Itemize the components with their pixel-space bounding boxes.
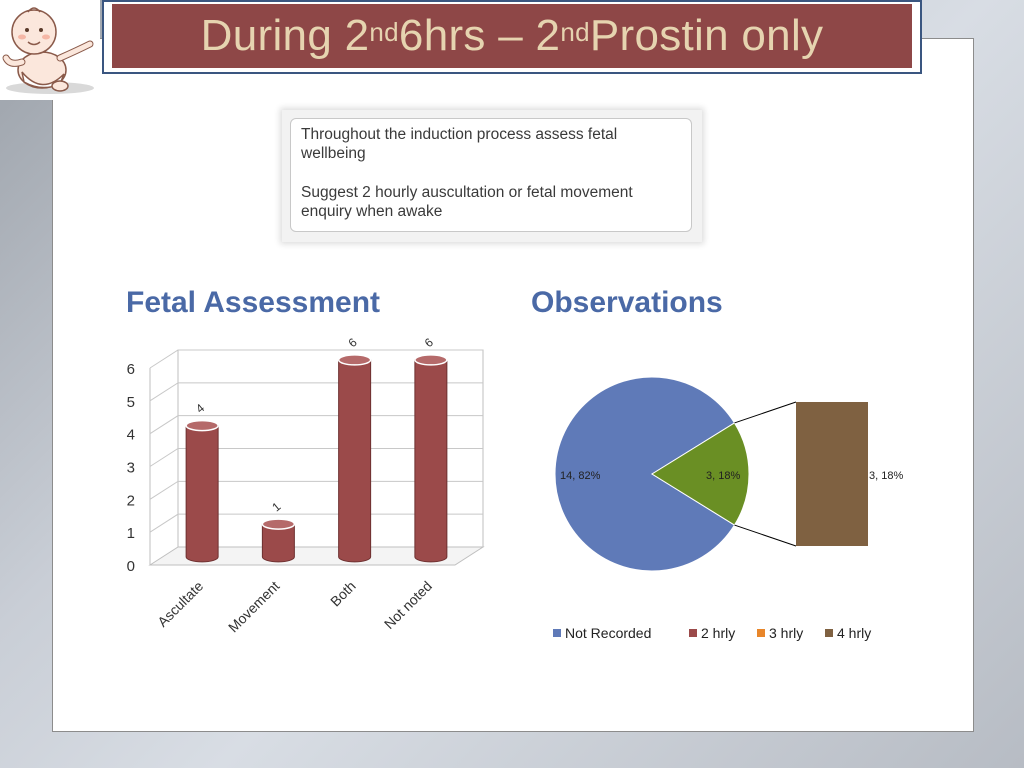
observations-heading: Observations xyxy=(531,286,723,319)
title-sup-2: nd xyxy=(560,16,590,47)
bar-top xyxy=(261,518,296,530)
secondary-bar xyxy=(796,402,868,546)
bar xyxy=(185,419,219,563)
y-tick-label: 4 xyxy=(127,427,135,444)
pie-data-label: 3, 18% xyxy=(706,470,740,482)
legend-item: 3 hrly xyxy=(757,625,803,641)
gridline xyxy=(149,415,483,435)
bar-body xyxy=(185,425,219,563)
title-text-1: During 2 xyxy=(200,11,370,60)
secondary-data-label: 3, 18% xyxy=(869,470,903,482)
bar-body xyxy=(261,523,295,563)
connector-line xyxy=(734,524,797,547)
legend-item: 4 hrly xyxy=(825,625,871,641)
pie-data-label: 14, 82% xyxy=(560,470,601,482)
y-tick-label: 6 xyxy=(127,361,135,378)
note-text-box: Throughout the induction process assess … xyxy=(290,118,692,232)
legend-swatch xyxy=(689,629,697,637)
bar xyxy=(414,354,448,563)
baby-icon xyxy=(2,7,94,94)
y-tick-label: 3 xyxy=(127,460,135,477)
legend-label: 3 hrly xyxy=(769,625,803,641)
legend-item: Not Recorded xyxy=(553,625,651,641)
y-tick-label: 5 xyxy=(127,394,135,411)
pie-slice xyxy=(651,422,750,526)
connector-line xyxy=(734,401,797,424)
baby-logo xyxy=(0,0,100,100)
chart-floor xyxy=(148,546,485,566)
title-text-3: Prostin only xyxy=(589,11,824,60)
legend-label: 2 hrly xyxy=(701,625,735,641)
legend-swatch xyxy=(757,629,765,637)
y-tick-label: 1 xyxy=(127,525,135,542)
note-line-1: Throughout the induction process assess … xyxy=(301,126,618,162)
y-tick-label: 0 xyxy=(127,558,135,575)
note-line-2: Suggest 2 hourly auscultation or fetal m… xyxy=(301,184,633,220)
title-sup-1: nd xyxy=(369,16,399,47)
bar-top xyxy=(185,419,219,432)
gridline xyxy=(149,349,483,369)
legend-label: 4 hrly xyxy=(837,625,871,641)
gridline xyxy=(149,448,483,467)
legend-swatch xyxy=(553,629,561,637)
bar xyxy=(261,518,296,563)
gridline xyxy=(149,513,483,533)
legend-swatch xyxy=(825,629,833,637)
note-callout: Throughout the induction process assess … xyxy=(282,110,702,242)
gridline xyxy=(149,382,483,402)
fetal-assessment-heading: Fetal Assessment xyxy=(126,286,381,319)
bar-body xyxy=(338,359,372,563)
legend-label: Not Recorded xyxy=(565,625,651,641)
title-text-2: 6hrs – 2 xyxy=(398,11,561,60)
pie-slice xyxy=(554,376,736,572)
gridline xyxy=(149,480,483,500)
bar-body xyxy=(414,359,448,563)
bar-top xyxy=(414,354,448,366)
legend-item: 2 hrly xyxy=(689,625,735,641)
y-tick-label: 2 xyxy=(127,492,135,509)
bar-top xyxy=(337,354,372,366)
bar xyxy=(337,354,372,563)
